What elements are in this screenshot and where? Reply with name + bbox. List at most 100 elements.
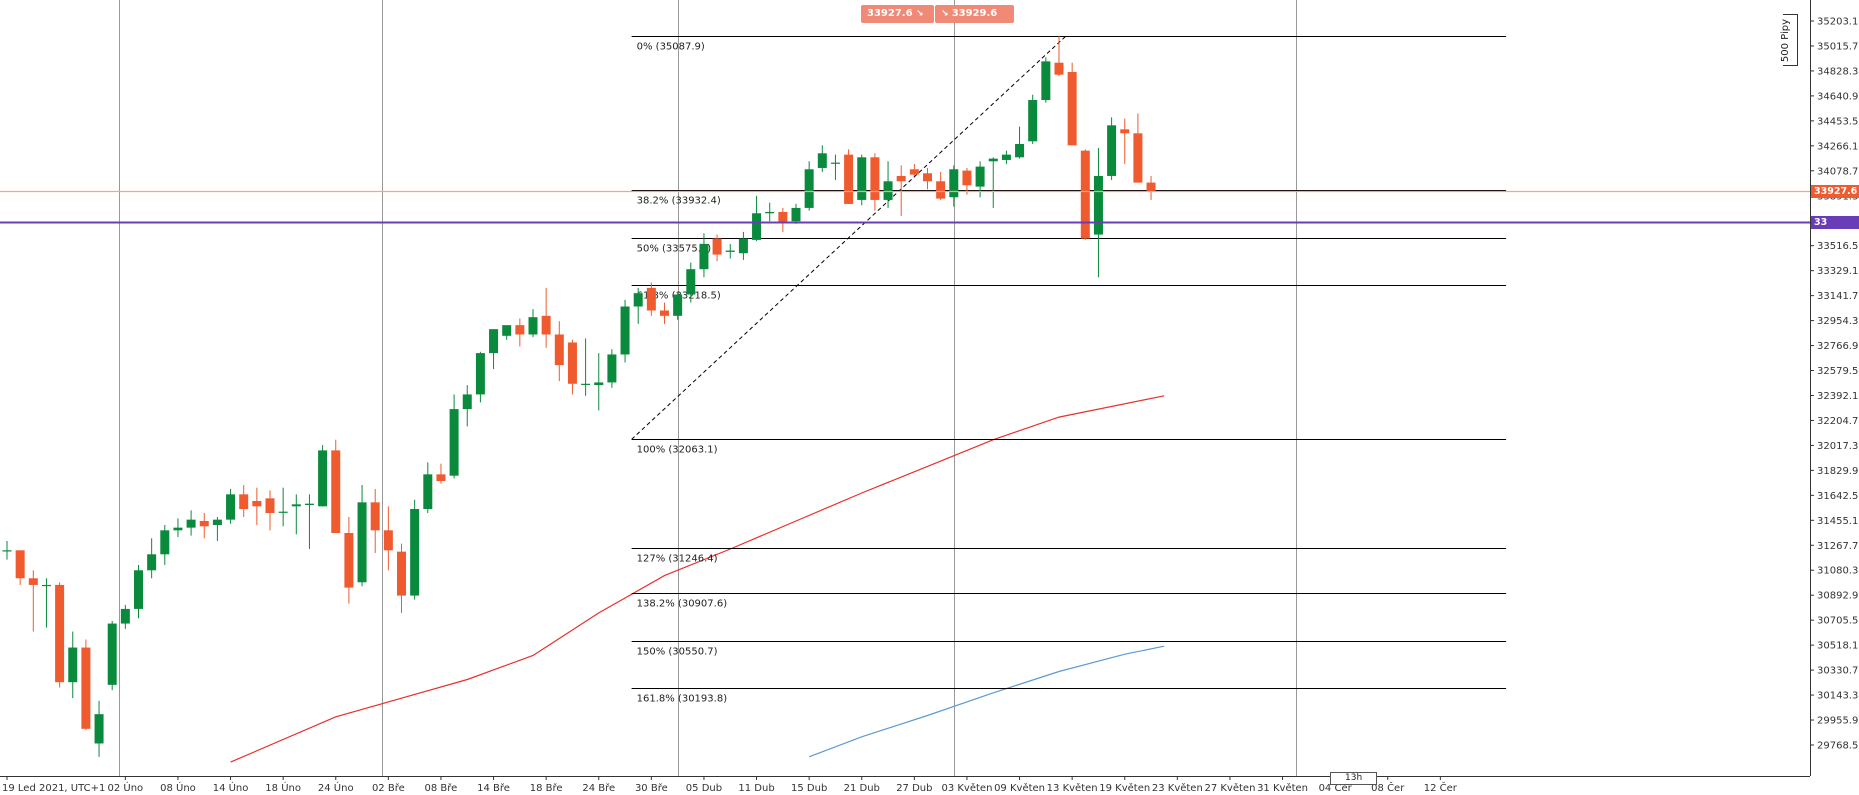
x-tick-label: 15 Dub xyxy=(791,783,827,794)
x-tick-label: 23 Květen xyxy=(1152,782,1203,794)
candle-bull xyxy=(699,243,709,270)
candle-bear xyxy=(1133,133,1143,183)
x-tick-label: 31 Květen xyxy=(1257,782,1308,794)
candle-bear xyxy=(936,181,946,199)
candle-bear xyxy=(331,450,341,533)
candle-bear xyxy=(252,501,262,507)
x-tick-label: 18 Bře xyxy=(530,782,563,794)
moving-average-slow xyxy=(808,645,1165,758)
candle-bear xyxy=(55,584,65,683)
candle-bull xyxy=(1015,143,1025,158)
x-tick-label: 27 Květen xyxy=(1204,782,1255,794)
candle-bear xyxy=(870,157,880,200)
x-tick-label: 19 Květen xyxy=(1099,782,1150,794)
candle-bull xyxy=(1107,125,1117,176)
y-tick-label: 30143.3 xyxy=(1817,691,1858,702)
pip-scale-indicator: 500 Pipy xyxy=(1780,14,1798,66)
bid-price-tag-text: 33927.6 xyxy=(1814,185,1858,197)
sell-price-pill[interactable]: 33927.6 ↘ xyxy=(861,5,934,23)
x-tick-label: 24 Bře xyxy=(582,782,615,794)
x-tick-label: 27 Dub xyxy=(896,783,932,794)
candle-bull xyxy=(41,584,51,587)
y-tick-label: 34640.9 xyxy=(1817,91,1858,102)
bid-price-tag: 33927.6 xyxy=(1811,184,1859,198)
candle-bull xyxy=(475,353,485,395)
candle-bear xyxy=(567,342,577,384)
fib-level-label: 100% (32063.1) xyxy=(637,445,718,456)
candle-bull xyxy=(410,508,420,596)
candle-bull xyxy=(528,317,538,335)
candle-bear xyxy=(1054,62,1064,75)
y-tick-label: 31080.3 xyxy=(1817,566,1858,577)
arrow-down-right-icon: ↘ xyxy=(916,9,924,19)
moving-averages xyxy=(230,395,1165,763)
candles xyxy=(2,36,1156,757)
x-tick-label: 03 Květen xyxy=(941,782,992,794)
x-tick-label: 24 Úno xyxy=(318,781,354,794)
x-tick-label: 08 Bře xyxy=(425,782,458,794)
y-tick-label: 30705.5 xyxy=(1817,616,1858,627)
y-tick-label: 31829.9 xyxy=(1817,466,1858,477)
y-tick-label: 33141.7 xyxy=(1817,291,1858,302)
candle-bear xyxy=(541,315,551,335)
candle-bear xyxy=(1120,129,1130,134)
x-tick-label: 12 Čer xyxy=(1424,781,1458,794)
candle-bull xyxy=(147,554,157,571)
y-tick-label: 29768.5 xyxy=(1817,741,1858,752)
candle-bull xyxy=(489,329,499,354)
y-tick-label: 32392.1 xyxy=(1817,391,1858,402)
candle-bull xyxy=(449,409,459,476)
candle-bear xyxy=(923,173,932,182)
candle-bull xyxy=(752,213,762,240)
candle-bull xyxy=(594,382,604,386)
candle-bull xyxy=(857,157,867,200)
candle-bull xyxy=(988,158,998,162)
candle-bear xyxy=(397,551,406,596)
candle-bull xyxy=(830,162,840,164)
candle-bear xyxy=(239,494,249,509)
x-tick-label: 11 Dub xyxy=(738,783,774,794)
y-tick-label: 34078.7 xyxy=(1817,166,1858,177)
y-tick-label: 33516.5 xyxy=(1817,241,1858,252)
candle-bull xyxy=(318,450,328,507)
candle-timer-text: 13h xyxy=(1345,773,1363,783)
buy-price-pill[interactable]: ↘ 33929.6 xyxy=(935,5,1014,23)
x-tick-label: 05 Dub xyxy=(686,783,722,794)
candle-bull xyxy=(2,550,12,552)
candle-bear xyxy=(370,502,380,531)
fibonacci-retracement[interactable]: 0% (35087.9) 38.2% (33932.4) 50% (33575.5)… xyxy=(631,35,1507,705)
candle-bear xyxy=(15,550,25,579)
support-price-tag: 33 697.3 xyxy=(1811,215,1859,241)
y-tick-label: 31455.1 xyxy=(1817,516,1858,527)
candle-bull xyxy=(673,294,683,316)
y-tick-label: 32579.5 xyxy=(1817,366,1858,377)
candle-bear xyxy=(28,578,38,585)
candle-bull xyxy=(291,504,301,507)
fib-trendline xyxy=(631,35,1066,440)
candle-bear xyxy=(1146,182,1156,191)
candle-bull xyxy=(883,181,893,200)
candle-bull xyxy=(212,519,222,525)
candle-bear xyxy=(778,211,788,223)
candle-bull xyxy=(357,502,367,583)
candle-bear xyxy=(199,520,209,527)
y-tick-label: 33329.1 xyxy=(1817,266,1858,277)
price-lines[interactable] xyxy=(0,190,1810,224)
candle-bull xyxy=(1001,154,1011,160)
y-tick-label: 31642.5 xyxy=(1817,491,1858,502)
fib-level-label: 138.2% (30907.6) xyxy=(637,599,728,610)
candle-bear xyxy=(660,310,669,316)
buy-price: 33929.6 xyxy=(951,8,998,19)
x-tick-label: 30 Bře xyxy=(635,782,668,794)
candle-bear xyxy=(554,334,564,366)
fib-level-label: 127% (31246.4) xyxy=(637,554,718,565)
candle-bear xyxy=(712,238,722,255)
fib-level-label: 150% (30550.7) xyxy=(637,647,718,658)
candle-bull xyxy=(68,647,78,683)
candle-bear xyxy=(962,170,972,186)
y-tick-label: 32954.3 xyxy=(1817,316,1858,327)
x-tick-label: 08 Úno xyxy=(160,781,196,794)
arrow-down-right-icon: ↘ xyxy=(941,9,952,19)
